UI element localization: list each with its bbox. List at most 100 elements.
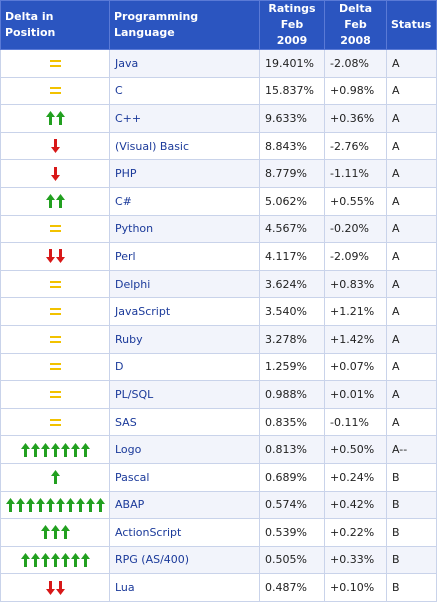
arrow-up-icon (40, 442, 50, 457)
table-row: Ruby 3.278% +1.42% A (0, 324, 437, 354)
arrow-up-icon (66, 497, 75, 512)
language-cell: C++ (109, 104, 260, 133)
header-ratings-line1: Ratings (268, 2, 316, 15)
status-cell: A (386, 380, 437, 409)
arrow-up-icon (50, 470, 60, 485)
table-row: JavaScript 3.540% +1.21% A (0, 297, 437, 326)
header-language[interactable]: Programming Language (109, 0, 260, 50)
arrow-up-icon (30, 442, 40, 457)
delta-cell: +0.36% (324, 104, 387, 133)
position-up-indicator (50, 470, 60, 485)
header-delta-position[interactable]: Delta in Position (0, 0, 110, 50)
arrow-up-icon (60, 552, 70, 567)
equal-icon (49, 415, 61, 429)
arrow-down-icon (45, 249, 55, 264)
delta-cell: -1.11% (324, 159, 387, 188)
status-cell: B (386, 545, 437, 575)
table-row: C# 5.062% +0.55% A (0, 186, 437, 216)
status-cell: A (386, 49, 437, 78)
delta-cell: +0.07% (324, 352, 387, 382)
arrow-down-icon (45, 580, 55, 595)
rating-cell: 0.505% (259, 545, 325, 575)
rating-cell: 8.843% (259, 131, 325, 161)
rating-cell: 4.117% (259, 242, 325, 271)
language-cell: PL/SQL (109, 380, 260, 409)
arrow-up-icon (16, 497, 25, 512)
equal-icon (49, 305, 61, 319)
rating-cell: 4.567% (259, 214, 325, 244)
status-cell: A (386, 159, 437, 188)
delta-position-cell (0, 49, 110, 78)
status-cell: B (386, 462, 437, 492)
equal-sign-icon (49, 87, 61, 95)
language-cell: Delphi (109, 269, 260, 299)
language-cell: (Visual) Basic (109, 131, 260, 161)
table-row: PHP 8.779% -1.11% A (0, 159, 437, 188)
arrow-up-icon (50, 552, 60, 567)
language-cell: JavaScript (109, 297, 260, 326)
position-up-indicator (45, 111, 65, 126)
delta-position-cell (0, 407, 110, 437)
header-ratings-line2: Feb 2009 (276, 18, 308, 47)
delta-cell: -2.76% (324, 131, 387, 161)
table-header: Delta in Position Programming Language R… (0, 0, 437, 50)
rating-cell: 8.779% (259, 159, 325, 188)
delta-position-cell (0, 186, 110, 216)
rating-cell: 0.988% (259, 380, 325, 409)
table-row: RPG (AS/400) 0.505% +0.33% B (0, 545, 437, 575)
table-row: C 15.837% +0.98% A (0, 76, 437, 106)
language-cell: Ruby (109, 324, 260, 354)
equal-sign-icon (49, 418, 61, 426)
status-cell: A (386, 76, 437, 106)
header-ratings[interactable]: Ratings Feb 2009 (259, 0, 325, 50)
position-down-indicator (45, 249, 65, 264)
arrow-up-icon (36, 497, 45, 512)
status-cell: A (386, 104, 437, 133)
delta-cell: +0.33% (324, 545, 387, 575)
equal-sign-icon (49, 363, 61, 371)
equal-icon (49, 84, 61, 98)
header-row: Delta in Position Programming Language R… (0, 0, 437, 50)
delta-cell: +0.42% (324, 490, 387, 520)
delta-position-cell (0, 324, 110, 354)
arrow-up-icon (80, 442, 90, 457)
arrow-up-icon (60, 442, 70, 457)
arrow-up-icon (46, 497, 55, 512)
delta-position-cell (0, 380, 110, 409)
delta-cell: +0.24% (324, 462, 387, 492)
status-cell: B (386, 518, 437, 547)
status-cell: B (386, 573, 437, 602)
rating-cell: 0.689% (259, 462, 325, 492)
language-cell: C# (109, 186, 260, 216)
arrow-down-icon (55, 580, 65, 595)
rating-cell: 3.624% (259, 269, 325, 299)
rating-cell: 0.487% (259, 573, 325, 602)
status-cell: A (386, 269, 437, 299)
rating-cell: 0.835% (259, 407, 325, 437)
language-cell: ActionScript (109, 518, 260, 547)
language-cell: PHP (109, 159, 260, 188)
arrow-up-icon (50, 442, 60, 457)
language-cell: ABAP (109, 490, 260, 520)
status-cell: A (386, 407, 437, 437)
delta-position-cell (0, 269, 110, 299)
header-status[interactable]: Status (386, 0, 437, 50)
arrow-up-icon (96, 497, 105, 512)
language-cell: D (109, 352, 260, 382)
language-cell: Logo (109, 435, 260, 464)
delta-cell: -0.20% (324, 214, 387, 244)
table-row: PL/SQL 0.988% +0.01% A (0, 380, 437, 409)
table-row: SAS 0.835% -0.11% A (0, 407, 437, 437)
arrow-up-icon (55, 111, 65, 126)
delta-cell: +0.50% (324, 435, 387, 464)
delta-position-cell (0, 76, 110, 106)
arrow-up-icon (70, 552, 80, 567)
arrow-up-icon (20, 442, 30, 457)
header-delta[interactable]: Delta Feb 2008 (324, 0, 387, 50)
status-cell: A-- (386, 435, 437, 464)
delta-position-cell (0, 518, 110, 547)
equal-icon (49, 222, 61, 236)
arrow-up-icon (56, 497, 65, 512)
language-cell: Lua (109, 573, 260, 602)
